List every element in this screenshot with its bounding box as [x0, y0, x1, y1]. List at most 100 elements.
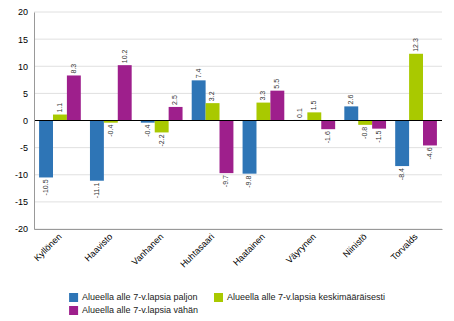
- tick-label: 0: [23, 116, 28, 126]
- grid-line: [34, 93, 442, 94]
- tick-label: Kyllönen: [32, 232, 63, 263]
- tick: Kyllönen: [32, 232, 63, 263]
- legend-swatch: [214, 293, 223, 302]
- legend-label: Alueella alle 7-v.lapsia vähän: [82, 305, 198, 315]
- data-label: 10.2: [121, 49, 128, 63]
- tick: Haavisto: [83, 232, 115, 264]
- data-label: 7.4: [195, 69, 202, 79]
- data-label: 3.3: [259, 91, 266, 101]
- bar: [118, 65, 132, 120]
- data-label: -11.1: [93, 183, 100, 199]
- tick: Niinistö: [341, 232, 369, 260]
- tick-label: Haatainen: [231, 232, 267, 268]
- data-label: 1.5: [310, 101, 317, 111]
- legend-swatch: [69, 306, 78, 315]
- tick-label: 15: [18, 35, 28, 45]
- data-label: -10.5: [42, 179, 49, 195]
- tick-label: 10: [18, 62, 28, 72]
- zero-line: [34, 120, 442, 121]
- bar: [372, 121, 386, 129]
- data-label: 8.3: [70, 64, 77, 74]
- axis-line: [34, 13, 35, 230]
- bar: [395, 121, 409, 167]
- data-label: -4.6: [426, 147, 433, 159]
- data-label: 2.5: [171, 95, 178, 105]
- tick-label: Huhtasaari: [178, 232, 216, 270]
- grid: [34, 12, 442, 229]
- chart: -20 -15 -10 -5 0 5 10 15 20 Kyllönen Haavisto Vanha…: [0, 0, 454, 321]
- bar: [358, 121, 372, 125]
- data-label: 0.1: [296, 108, 303, 118]
- bar: [220, 121, 234, 174]
- tick-label: -10: [15, 170, 28, 180]
- data-label: 1.1: [56, 103, 63, 113]
- bar: [256, 103, 270, 121]
- grid-line: [34, 201, 442, 202]
- tick: Haatainen: [231, 232, 267, 268]
- bars: [39, 54, 437, 181]
- bar: [192, 80, 206, 120]
- tick-label: Torvalds: [389, 231, 420, 262]
- bar: [321, 121, 335, 130]
- grid-line: [34, 39, 442, 40]
- bar: [39, 121, 53, 178]
- data-label: -1.6: [324, 131, 331, 143]
- legend-label: Alueella alle 7-v.lapsia paljon: [82, 292, 197, 302]
- data-label: 3.2: [208, 91, 215, 101]
- data-label: -0.8: [361, 127, 368, 139]
- grid-line: [34, 120, 442, 121]
- data-label: -8.4: [398, 168, 405, 180]
- data-label: 2.6: [347, 95, 354, 105]
- bar: [53, 115, 67, 121]
- data-labels: -10.5-11.1-0.47.4-9.80.12.6-8.41.1-0.4-2…: [42, 38, 433, 198]
- axis-line: [35, 229, 443, 230]
- data-label: -2.2: [158, 134, 165, 146]
- tick: 20: [18, 7, 34, 17]
- data-label: -9.8: [245, 176, 252, 188]
- grid-line: [34, 12, 442, 13]
- tick-label: -5: [20, 143, 28, 153]
- bar: [344, 106, 358, 120]
- tick: -15: [15, 197, 34, 207]
- tick: 15: [18, 35, 34, 45]
- tick-label: -20: [15, 224, 28, 234]
- tick-label: Väyrynen: [284, 232, 318, 266]
- bar: [270, 91, 284, 121]
- bar: [243, 121, 257, 174]
- legend-item: Alueella alle 7-v.lapsia keskimääräisest…: [214, 292, 385, 302]
- tick: 5: [23, 89, 34, 99]
- tick: 0: [23, 116, 34, 126]
- bar: [409, 54, 423, 121]
- legend-swatch: [69, 293, 78, 302]
- bar: [206, 103, 220, 120]
- data-label: -0.4: [107, 125, 114, 137]
- legend-label: Alueella alle 7-v.lapsia keskimääräisest…: [227, 292, 385, 302]
- tick-label: -15: [15, 197, 28, 207]
- bar: [90, 121, 104, 181]
- tick: Huhtasaari: [178, 232, 216, 270]
- plot: -20 -15 -10 -5 0 5 10 15 20 Kyllönen Haavisto Vanha…: [15, 7, 443, 269]
- tick: 10: [18, 62, 34, 72]
- bar: [155, 121, 169, 133]
- bar: [307, 112, 321, 120]
- tick: -20: [15, 224, 34, 234]
- bar-series: [67, 65, 437, 173]
- grid-line: [34, 66, 442, 67]
- bar: [423, 121, 437, 146]
- tick-label: Haavisto: [83, 232, 115, 264]
- tick-label: 20: [18, 7, 28, 17]
- tick: -5: [20, 143, 34, 153]
- data-label: -1.5: [375, 131, 382, 143]
- legend-item: Alueella alle 7-v.lapsia vähän: [69, 305, 198, 315]
- data-label: -9.7: [222, 175, 229, 187]
- data-label: 12.3: [412, 38, 419, 52]
- tick: Vanhanen: [130, 232, 166, 268]
- tick: Väyrynen: [284, 232, 318, 266]
- tick-label: 5: [23, 89, 28, 99]
- y-axis: -20 -15 -10 -5 0 5 10 15 20: [15, 7, 35, 234]
- data-label: 5.5: [273, 79, 280, 89]
- grid-line: [34, 229, 442, 230]
- bar-series: [39, 80, 409, 180]
- legend-item: Alueella alle 7-v.lapsia paljon: [69, 292, 197, 302]
- x-axis: Kyllönen Haavisto Vanhanen Huhtasaari Haatai…: [32, 230, 442, 270]
